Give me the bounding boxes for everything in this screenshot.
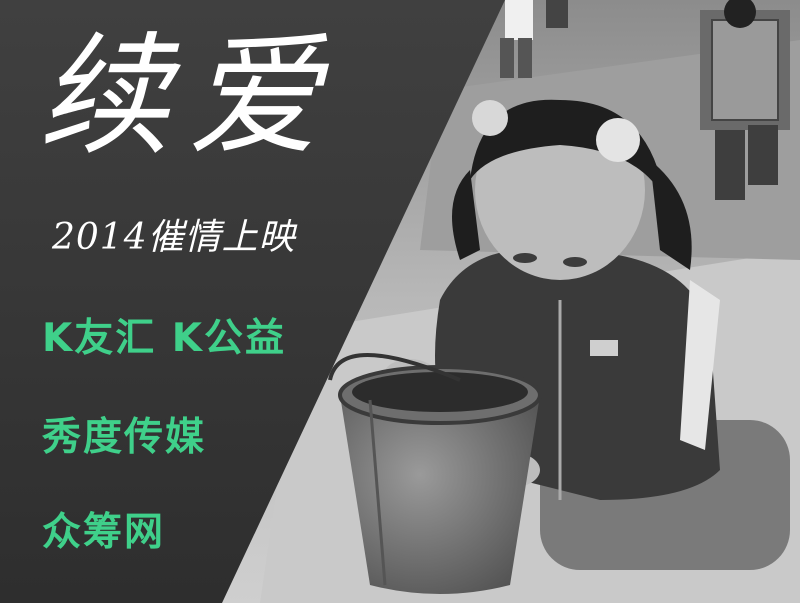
partner-zhongchou: 众筹网 <box>42 510 166 555</box>
background-children <box>500 0 790 200</box>
release-tagline: 2014催情上映 <box>52 217 296 258</box>
partner-k-youhui: K友汇 K公益 <box>42 316 287 361</box>
metal-bucket <box>328 353 542 594</box>
poster-title: 续爱 <box>38 20 338 174</box>
partner-xiudu-media: 秀度传媒 <box>42 415 207 460</box>
